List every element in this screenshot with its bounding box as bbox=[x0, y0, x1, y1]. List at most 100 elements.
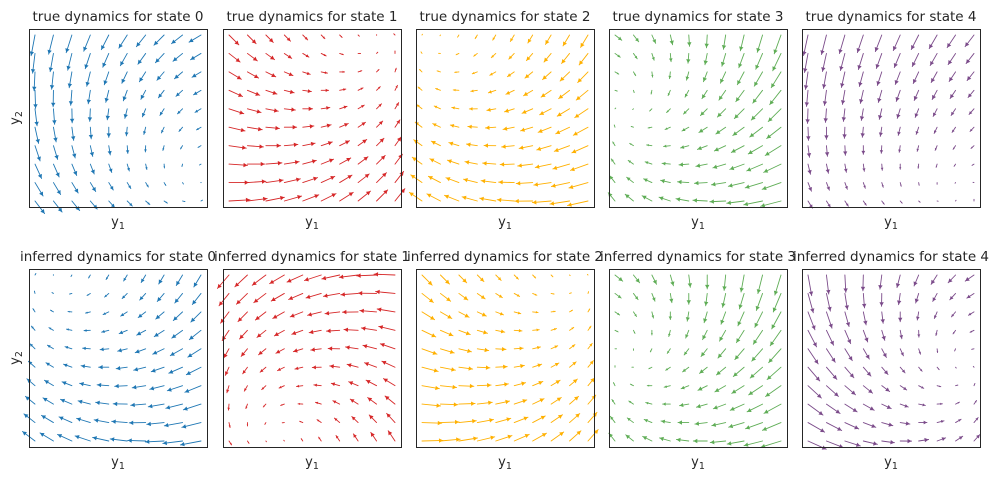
arrow bbox=[194, 108, 202, 113]
arrow bbox=[680, 385, 690, 390]
arrow bbox=[895, 89, 901, 102]
arrow bbox=[57, 433, 73, 442]
arrow bbox=[665, 366, 671, 371]
arrow bbox=[454, 71, 460, 74]
arrow bbox=[677, 179, 690, 185]
arrow bbox=[394, 67, 397, 73]
arrow bbox=[357, 156, 369, 165]
arrow bbox=[320, 193, 337, 202]
arrow bbox=[320, 52, 327, 57]
arrow bbox=[393, 33, 396, 36]
arrow bbox=[106, 126, 111, 138]
arrow bbox=[721, 292, 727, 308]
arrow bbox=[283, 52, 293, 59]
arrow bbox=[34, 145, 41, 162]
arrow bbox=[128, 420, 147, 425]
arrow bbox=[163, 200, 168, 204]
arrow bbox=[825, 200, 831, 208]
arrow bbox=[752, 329, 764, 345]
arrow bbox=[515, 181, 534, 186]
arrow bbox=[918, 420, 928, 425]
arrow bbox=[228, 440, 233, 446]
arrow bbox=[185, 366, 202, 376]
arrow bbox=[465, 142, 478, 147]
arrow bbox=[626, 176, 634, 184]
arrow bbox=[246, 52, 258, 62]
arrow bbox=[351, 416, 359, 424]
arrow bbox=[807, 440, 827, 450]
arrow bbox=[861, 292, 867, 309]
arrow bbox=[495, 382, 509, 387]
arrow bbox=[479, 196, 497, 202]
arrow bbox=[286, 274, 304, 283]
arrow bbox=[322, 292, 341, 298]
arrow bbox=[738, 292, 745, 310]
arrow bbox=[137, 52, 147, 65]
arrow bbox=[651, 274, 657, 285]
arrow bbox=[376, 68, 380, 73]
arrow bbox=[101, 329, 110, 333]
arrow bbox=[553, 145, 571, 153]
arrow bbox=[756, 34, 764, 53]
arrow bbox=[569, 274, 571, 277]
arrow bbox=[171, 34, 184, 45]
arrow bbox=[731, 385, 745, 394]
arrow bbox=[825, 422, 843, 431]
arrow bbox=[844, 200, 849, 207]
arrow bbox=[196, 126, 202, 131]
arrow bbox=[807, 422, 826, 433]
arrow bbox=[844, 348, 853, 362]
arrow bbox=[914, 108, 920, 118]
axes-frame bbox=[416, 29, 595, 208]
arrow bbox=[562, 34, 571, 47]
arrow bbox=[668, 52, 673, 63]
arrow bbox=[302, 176, 319, 184]
arrow bbox=[86, 89, 92, 105]
arrow bbox=[168, 366, 184, 374]
arrow bbox=[30, 52, 36, 74]
arrow bbox=[825, 274, 831, 295]
arrow bbox=[261, 385, 267, 391]
arrow bbox=[228, 126, 246, 133]
arrow bbox=[89, 145, 95, 157]
arrow bbox=[862, 440, 878, 446]
arrow bbox=[411, 156, 423, 165]
arrow bbox=[251, 274, 267, 286]
arrow bbox=[552, 163, 571, 170]
arrow bbox=[320, 88, 330, 92]
arrow bbox=[339, 191, 354, 202]
arrow bbox=[878, 274, 883, 290]
arrow bbox=[614, 34, 623, 41]
arrow bbox=[492, 34, 497, 41]
arrow bbox=[376, 120, 384, 128]
arrow bbox=[824, 145, 830, 157]
arrow bbox=[728, 422, 745, 429]
arrow bbox=[339, 52, 344, 56]
arrow bbox=[773, 274, 782, 296]
arrow bbox=[532, 432, 547, 442]
arrow bbox=[550, 274, 554, 278]
arrow bbox=[489, 71, 497, 76]
arrow bbox=[632, 89, 635, 94]
arrow bbox=[769, 329, 782, 347]
arrow bbox=[709, 439, 727, 445]
arrow bbox=[288, 292, 304, 300]
arrow bbox=[34, 182, 44, 197]
arrow bbox=[341, 309, 359, 315]
arrow bbox=[133, 366, 147, 372]
arrow bbox=[614, 89, 618, 92]
axes-frame bbox=[802, 29, 981, 208]
arrow bbox=[439, 348, 455, 354]
arrow bbox=[513, 363, 525, 369]
arrow bbox=[651, 34, 657, 44]
arrow bbox=[174, 292, 184, 304]
arrow bbox=[420, 51, 423, 54]
arrow bbox=[449, 124, 460, 128]
arrow bbox=[476, 365, 491, 370]
arrow bbox=[523, 89, 534, 97]
arrow bbox=[857, 52, 864, 70]
arrow bbox=[555, 126, 571, 135]
arrow bbox=[496, 197, 515, 203]
arrow bbox=[631, 366, 634, 368]
arrow bbox=[550, 310, 556, 313]
